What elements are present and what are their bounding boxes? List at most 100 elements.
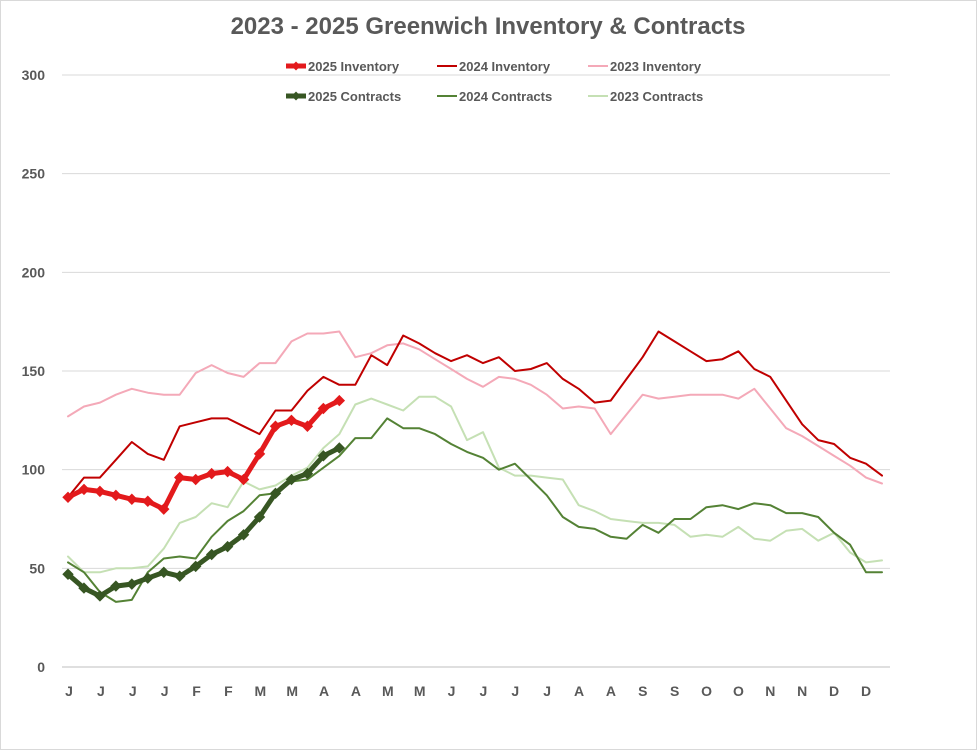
data-point — [253, 511, 266, 523]
x-tick-label: A — [319, 683, 329, 699]
x-tick-label: N — [797, 683, 807, 699]
data-point — [189, 560, 202, 573]
legend-label: 2024 Contracts — [459, 89, 552, 104]
y-tick-label: 300 — [22, 67, 46, 83]
series-line — [67, 330, 883, 485]
y-tick-label: 100 — [22, 462, 46, 478]
x-tick-label: J — [480, 683, 488, 699]
series-2025-inventory — [62, 394, 346, 515]
data-point — [174, 570, 186, 582]
x-tick-label: S — [638, 683, 647, 699]
x-tick-label: J — [543, 683, 551, 699]
x-tick-label: O — [701, 683, 712, 699]
x-tick-label: J — [161, 683, 169, 699]
series-line — [67, 330, 883, 499]
data-point — [110, 580, 122, 592]
data-point — [110, 489, 122, 502]
legend-label: 2025 Inventory — [308, 59, 400, 74]
gridlines — [62, 74, 890, 668]
legend-item: 2024 Inventory — [437, 59, 551, 74]
legend-item: 2023 Inventory — [588, 59, 702, 74]
y-tick-label: 200 — [22, 264, 46, 280]
x-tick-label: A — [574, 683, 584, 699]
legend-label: 2024 Inventory — [459, 59, 551, 74]
data-point — [142, 572, 154, 584]
x-tick-label: J — [65, 683, 73, 699]
data-point — [285, 473, 298, 486]
series-2024-contracts — [67, 417, 883, 603]
legend-item: 2025 Contracts — [286, 89, 401, 104]
data-point — [333, 394, 346, 407]
series-line — [67, 417, 883, 603]
data-point — [253, 448, 266, 460]
data-point — [94, 590, 106, 602]
data-point — [333, 442, 346, 454]
x-tick-label: N — [765, 683, 775, 699]
x-tick-label: J — [97, 683, 105, 699]
data-point — [126, 493, 138, 505]
x-tick-label: F — [192, 683, 201, 699]
x-tick-label: J — [511, 683, 519, 699]
x-tick-label: F — [224, 683, 233, 699]
series-2024-inventory — [67, 330, 883, 499]
legend-marker — [291, 61, 301, 71]
series-line — [65, 445, 342, 599]
data-point — [301, 467, 314, 480]
x-tick-label: A — [351, 683, 361, 699]
x-tick-label: D — [861, 683, 871, 699]
data-point — [126, 578, 138, 590]
data-point — [78, 483, 90, 496]
data-point — [94, 485, 106, 498]
data-point — [237, 473, 250, 486]
data-point — [205, 467, 218, 480]
legend-label: 2023 Contracts — [610, 89, 703, 104]
x-tick-label: M — [414, 683, 426, 699]
data-point — [142, 495, 154, 507]
series-line — [65, 398, 342, 512]
legend-item: 2025 Inventory — [286, 59, 400, 74]
x-tick-label: J — [129, 683, 137, 699]
legend-label: 2025 Contracts — [308, 89, 401, 104]
x-tick-label: S — [670, 683, 679, 699]
data-point — [317, 402, 330, 415]
data-point — [221, 540, 234, 553]
data-point — [269, 420, 282, 432]
series-2025-contracts — [62, 442, 346, 602]
data-point — [269, 487, 282, 500]
x-tick-label: M — [286, 683, 298, 699]
legend-item: 2023 Contracts — [588, 89, 703, 104]
legend: 2025 Inventory 2024 Inventory 2023 Invento… — [286, 59, 703, 104]
x-tick-label: D — [829, 683, 839, 699]
data-point — [62, 568, 74, 580]
series-lines — [62, 330, 883, 603]
x-tick-label: J — [448, 683, 456, 699]
series-line — [67, 395, 883, 574]
legend-marker — [291, 91, 301, 101]
data-point — [237, 529, 250, 541]
data-point — [62, 491, 74, 504]
y-axis-ticks: 0 50 100 150 200 250 300 — [22, 67, 46, 675]
chart-title: 2023 - 2025 Greenwich Inventory & Contra… — [231, 13, 746, 40]
data-point — [189, 473, 202, 486]
data-point — [78, 582, 90, 594]
legend-label: 2023 Inventory — [610, 59, 702, 74]
series-2023-contracts — [67, 395, 883, 574]
data-point — [174, 471, 186, 484]
data-point — [221, 465, 234, 478]
data-point — [301, 420, 314, 432]
y-tick-label: 150 — [22, 363, 46, 379]
y-tick-label: 50 — [29, 560, 45, 576]
x-tick-label: M — [382, 683, 394, 699]
data-point — [158, 566, 170, 578]
y-tick-label: 0 — [37, 659, 45, 675]
data-point — [158, 503, 170, 515]
data-point — [317, 450, 330, 462]
legend-item: 2024 Contracts — [437, 89, 552, 104]
x-tick-label: A — [606, 683, 616, 699]
x-tick-label: O — [733, 683, 744, 699]
data-point — [285, 414, 298, 427]
y-tick-label: 250 — [22, 166, 46, 182]
